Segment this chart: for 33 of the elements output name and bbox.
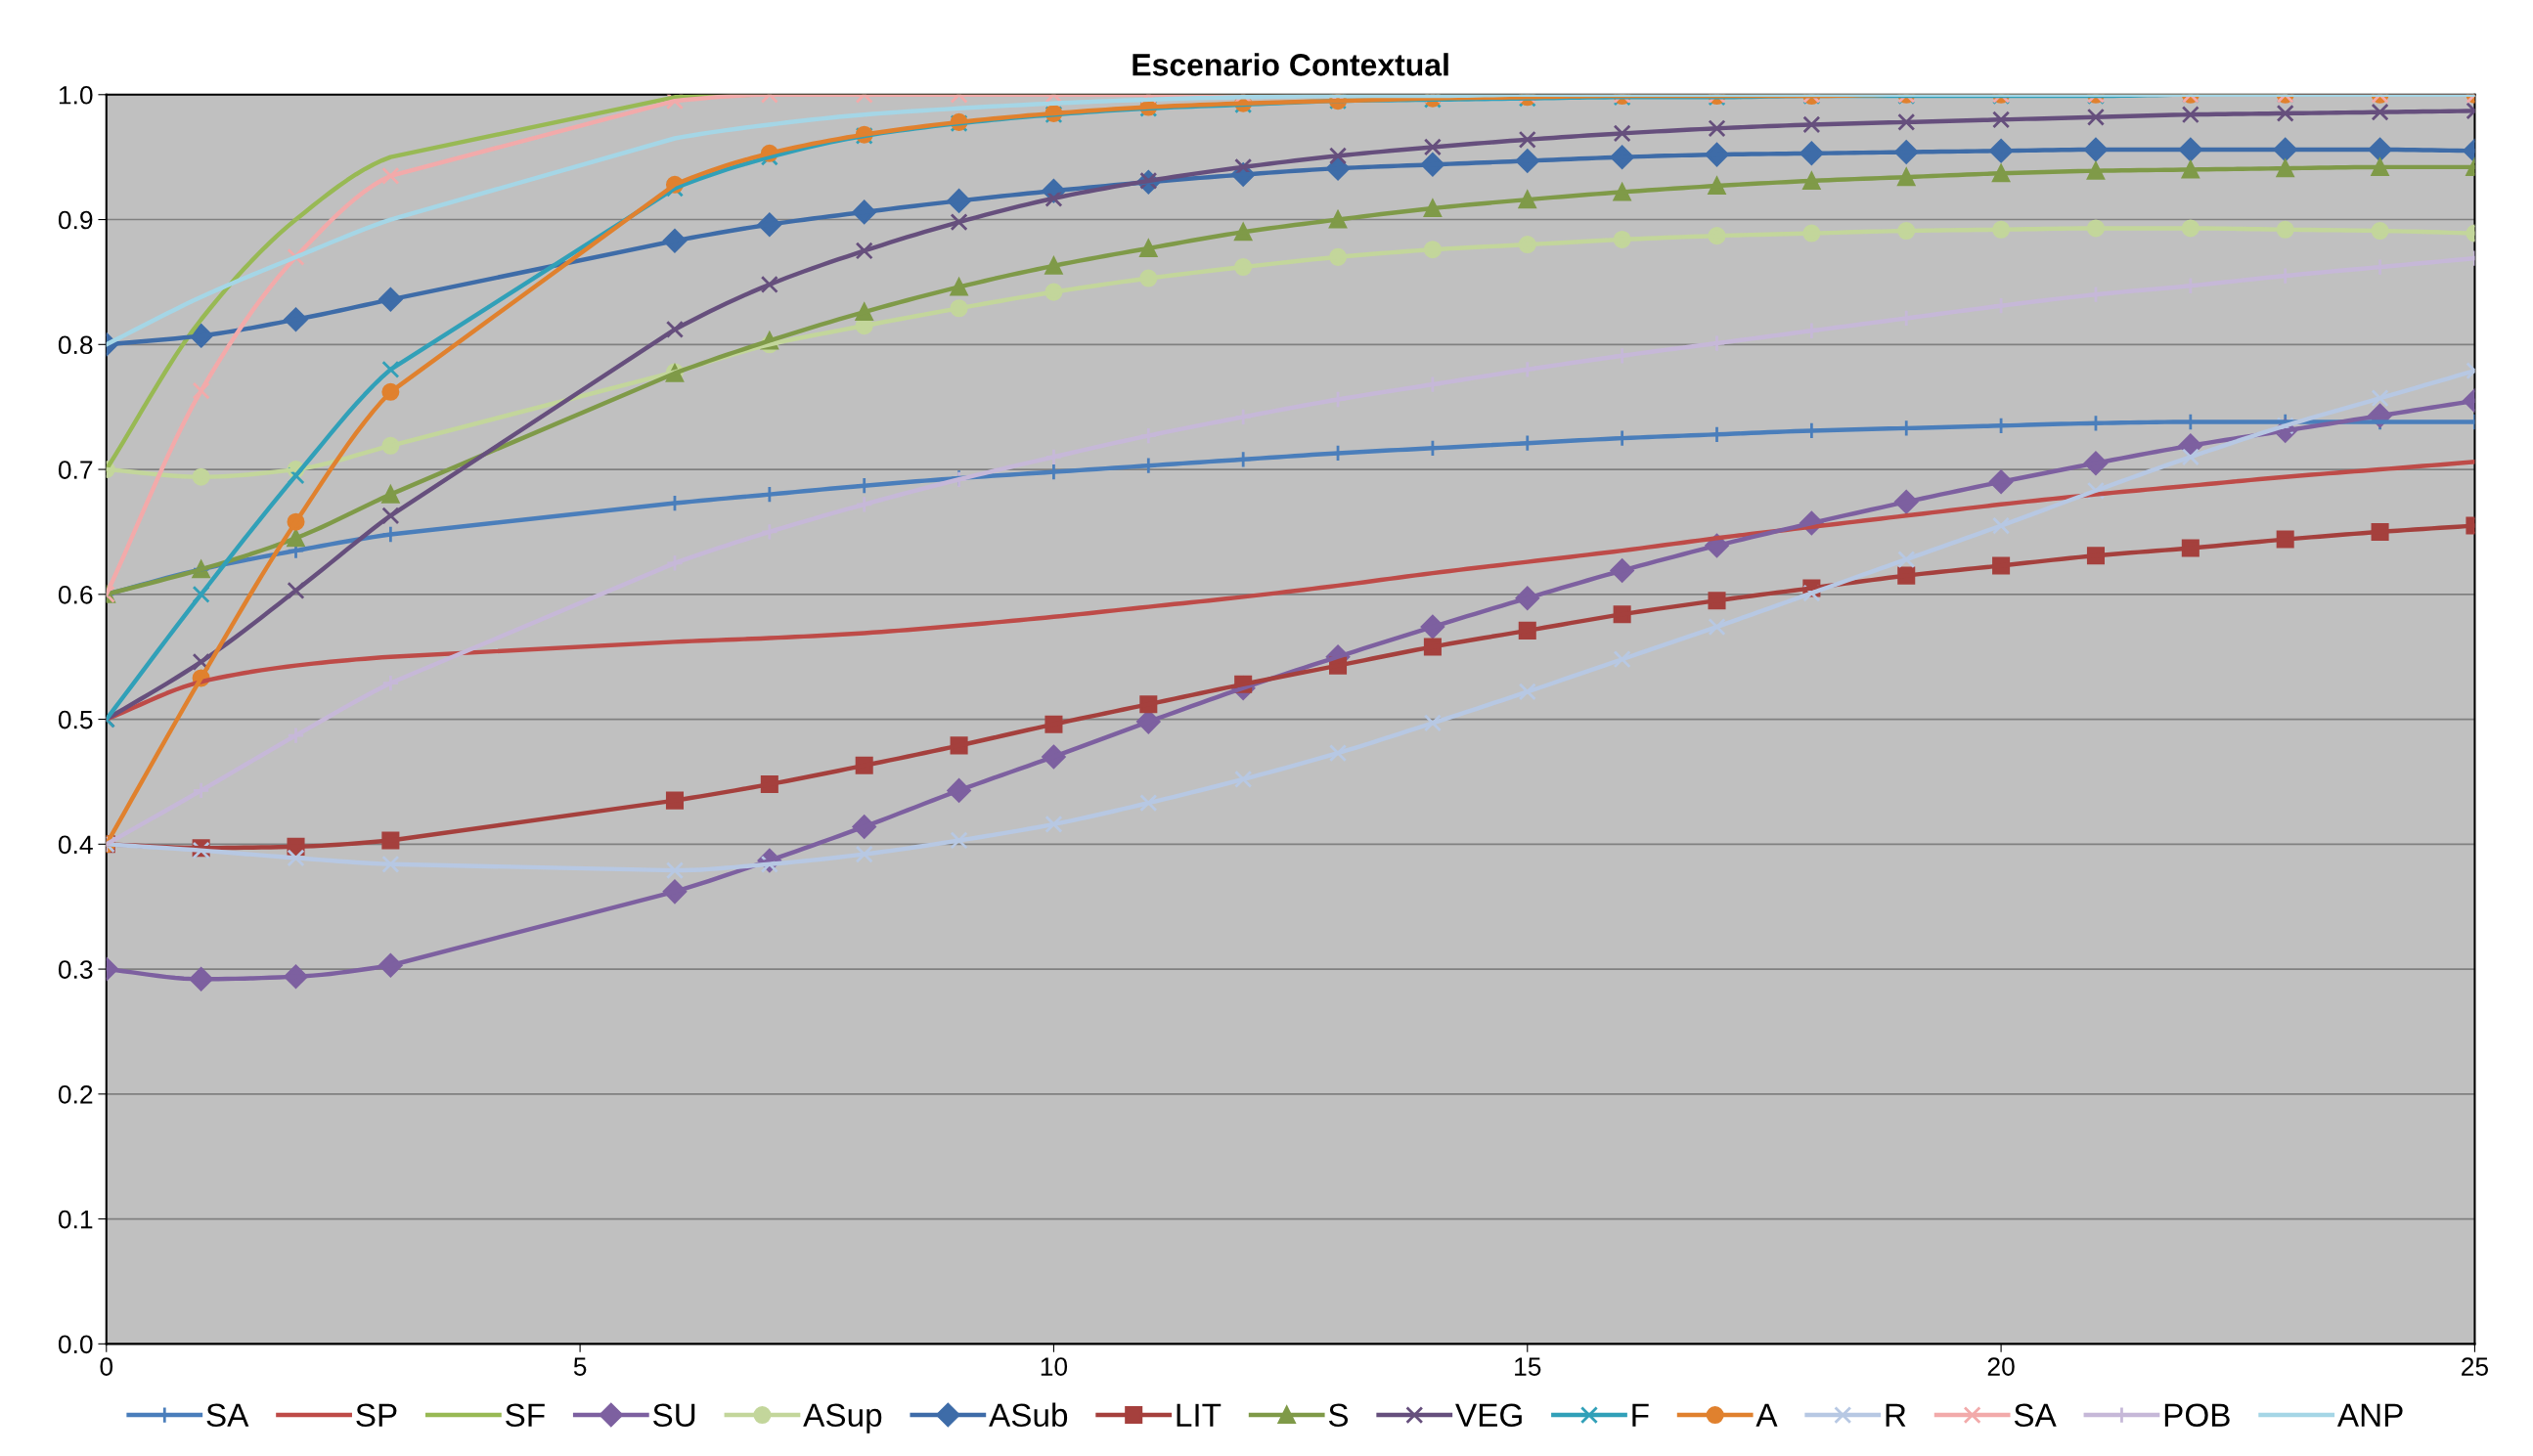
y-tick-label: 0.4 [58, 835, 93, 855]
legend-label: SF [506, 1403, 545, 1428]
legend-label: A [1755, 1403, 1778, 1427]
y-tick-label: 0.3 [58, 960, 93, 979]
legend-label: SU [652, 1403, 695, 1428]
x-tick-label: 20 [1987, 1357, 2015, 1376]
x-tick-label: 5 [573, 1357, 587, 1376]
y-tick-label: 1.0 [59, 85, 93, 105]
legend-label: POB [2164, 1403, 2230, 1428]
legend-label: SA [2014, 1403, 2057, 1428]
chart-title: Escenario Contextual [1133, 53, 1448, 76]
legend-label: SA [206, 1403, 249, 1428]
legend-label: LIT [1177, 1403, 1222, 1427]
x-tick-label: 25 [2462, 1357, 2488, 1376]
y-tick-label: 0.0 [58, 1335, 93, 1354]
y-tick-label: 0.9 [58, 210, 93, 230]
legend-label: ANP [2336, 1403, 2403, 1427]
legend-label: VEG [1455, 1403, 1522, 1428]
y-tick-label: 0.1 [58, 1210, 93, 1229]
legend-label: ASup [803, 1403, 882, 1434]
legend-label: R [1886, 1403, 1906, 1427]
y-tick-label: 0.7 [58, 461, 93, 479]
legend-label: F [1632, 1403, 1649, 1427]
legend-label: S [1328, 1403, 1349, 1428]
legend-label: ASub [989, 1402, 1068, 1428]
x-tick-label: 10 [1041, 1357, 1068, 1376]
x-tick-label: 0 [100, 1357, 113, 1376]
y-tick-label: 0.5 [58, 710, 93, 729]
x-tick-label: 15 [1515, 1357, 1541, 1376]
y-tick-label: 0.2 [58, 1084, 93, 1104]
y-tick-label: 0.8 [58, 335, 93, 355]
y-tick-label: 0.6 [58, 585, 93, 604]
legend-label: SP [356, 1403, 397, 1428]
